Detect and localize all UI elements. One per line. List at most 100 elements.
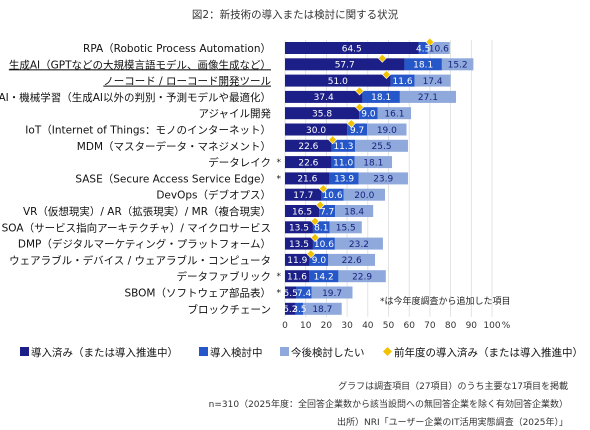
x-tick-label: 70 [424,321,436,331]
bar-segment [285,74,391,87]
bar-segment [418,42,428,54]
bar-segment [377,107,412,120]
bar-segment [309,253,329,266]
category-label: DMP（デジタルマーケティング・プラットフォーム） [18,238,271,251]
category-label: アジャイル開発 [198,107,271,120]
bar-segment [319,205,336,217]
bar-segment [311,286,353,299]
bar-segment [285,188,322,201]
x-tick-label: 10 [300,321,312,331]
bar-segment [312,221,330,234]
x-tick-label: 0 [282,321,288,331]
bar-segment [285,172,330,185]
new-item-note: *は今年度調査から追加した項目 [380,295,511,307]
data-label: 17.7 [293,191,313,201]
bar-segment [321,188,344,201]
bar-segment [328,253,376,266]
bar-segment [358,172,408,185]
data-label: 51.0 [328,77,348,87]
x-tick-label: 60 [403,321,415,331]
bar-segment [285,221,313,234]
labels-layer: RPA（Robotic Process Automation） 64.5 4.510… [0,43,511,316]
data-label: 23.9 [373,175,393,185]
data-label: 11.6 [393,77,413,87]
bar-segment [404,58,442,71]
legend-swatch [280,347,289,356]
data-label: 35.8 [312,110,332,120]
data-label: 7.7 [320,207,334,217]
previous-year-marker [315,200,325,210]
data-label: 21.6 [297,175,317,185]
legend: 導入済み（または導入推進中） 導入検討中 今後検討したい 前年度の導入済み（または導入… [20,346,583,359]
new-item-mark: * [277,272,282,282]
bar-segment [329,221,362,234]
bar-segment [343,188,385,201]
chart-title: 図2：新技術の導入または検討に関する状況 [191,9,399,21]
x-unit-label: % [502,321,511,331]
data-label: 13.9 [334,175,354,185]
data-label: 9.0 [312,256,327,266]
data-label: 15.5 [336,224,356,234]
data-label: 57.7 [335,61,355,71]
data-label: 3.5 [292,305,306,315]
x-tick-label: 90 [466,321,478,331]
data-label: 18.1 [413,61,433,71]
bar-segment [335,205,374,217]
new-item-mark: * [277,289,282,299]
data-label: 18.7 [312,305,332,315]
data-label: 17.4 [423,77,443,87]
bar-segment [331,139,356,152]
bar-segment [329,172,359,185]
x-tick-label: 50 [383,321,395,331]
legend-swatch [199,347,208,356]
legend-label: 導入検討中 [210,346,263,359]
previous-year-marker [377,53,387,63]
category-label: SBOM（ソフトウェア部品表） [124,287,271,300]
data-label: 16.5 [292,207,312,217]
previous-year-marker [355,102,364,112]
bar-segment [414,74,451,87]
bar-segment [285,270,310,283]
data-label: 5.5 [284,289,298,299]
data-label: 15.2 [448,61,468,71]
category-label: ウェアラブル・デバイス / ウェアラブル・コンピュータ [9,254,271,267]
x-tick-label: 80 [445,321,457,331]
footnote-sample: n=310（2025年度：全回答企業数から該当設問への無回答企業を除く有効回答企… [208,400,568,410]
bar-segment [331,156,355,169]
new-item-mark: * [277,158,282,168]
bar-segment [354,156,393,169]
bars-layer [285,37,474,315]
previous-year-marker [306,249,316,259]
data-label: 27.1 [418,93,438,103]
data-label: 10.6 [314,240,334,250]
data-label: 22.6 [298,142,318,152]
data-label: 10.6 [323,191,343,201]
data-label: 7.4 [297,289,312,299]
category-label: データレイク [208,156,271,169]
bar-segment [285,42,419,54]
new-item-mark: * [277,174,282,184]
category-label: 生成AI（GPTなどの大規模言語モデル、画像生成など） [9,58,271,71]
bar-segment [303,302,342,315]
data-label: 30.0 [306,126,326,136]
bar-segment [362,90,400,103]
x-tick-label: 30 [341,321,353,331]
x-tick-label: 100 [483,321,500,331]
data-label: 13.5 [289,224,309,234]
previous-year-marker [346,119,356,128]
bar-segment [399,90,456,103]
bar-segment [312,237,335,250]
previous-year-marker [318,184,328,194]
data-label: 14.2 [314,273,334,283]
data-label: 9.0 [361,110,376,120]
data-label: 37.4 [314,93,334,103]
bar-segment [367,123,407,136]
previous-year-marker [355,86,364,96]
bar-segment [296,286,312,299]
data-label: 11.3 [333,142,353,152]
data-label: 10.6 [429,44,449,54]
bar-segment [285,123,348,136]
data-label: 11.9 [287,256,307,266]
bar-segment [309,270,339,283]
